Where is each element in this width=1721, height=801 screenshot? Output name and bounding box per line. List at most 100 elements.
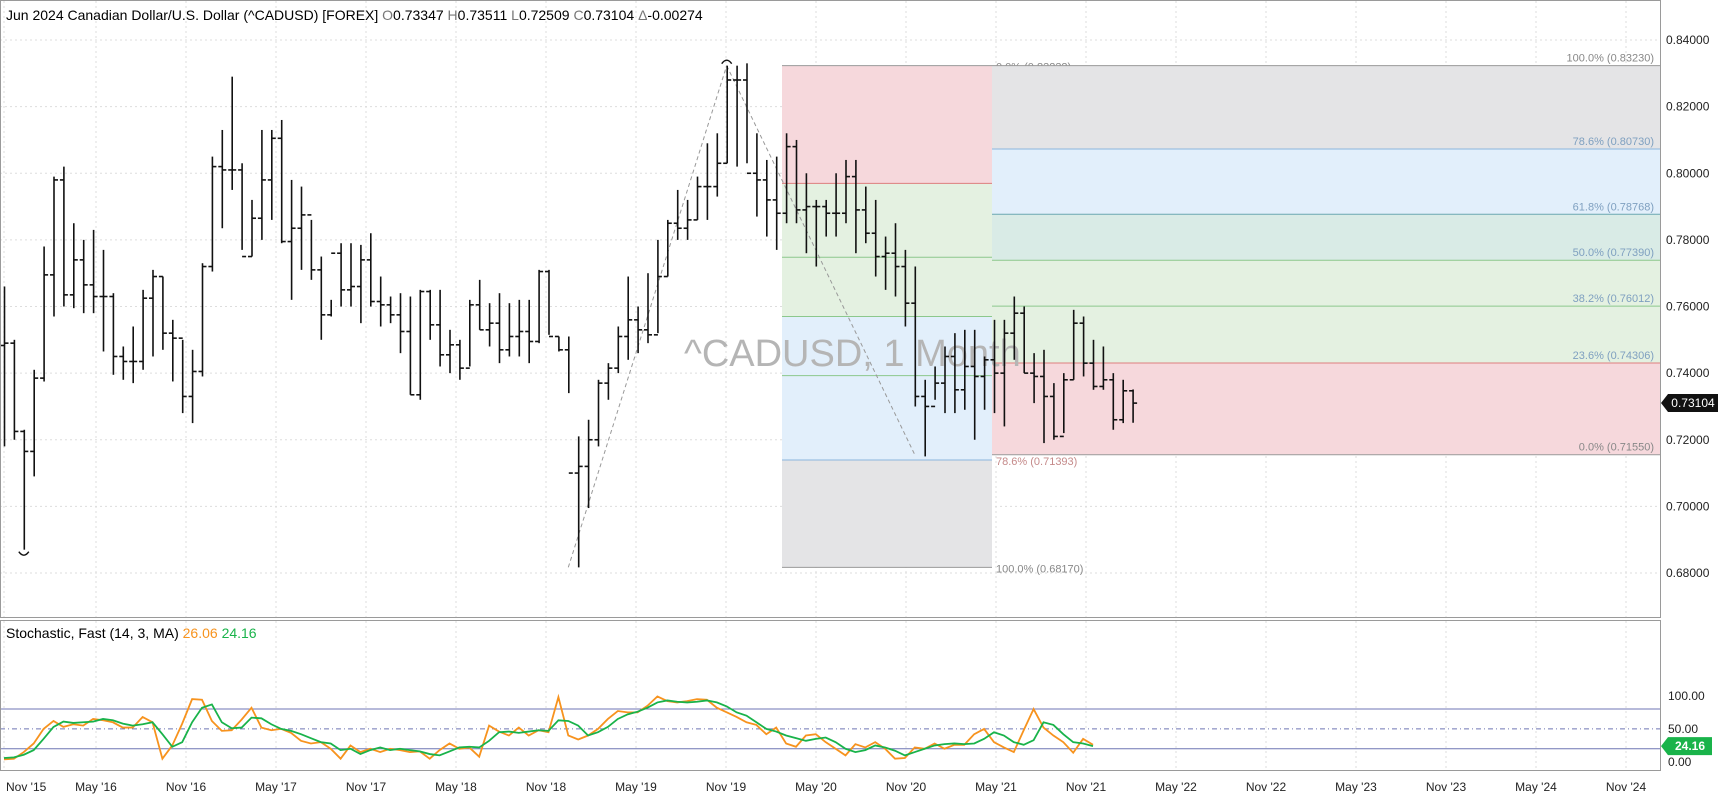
ohlc-bar <box>931 366 940 408</box>
x-tick-label: Nov '18 <box>526 780 567 794</box>
low-key: L <box>511 7 519 23</box>
stochastic-y-tick: 100.00 <box>1668 689 1705 703</box>
stochastic-d-tag-value: 24.16 <box>1675 739 1705 753</box>
ohlc-bar <box>426 289 435 340</box>
fib1-level-label: 100.0% (0.68170) <box>996 563 1083 575</box>
ohlc-bar <box>1089 339 1098 390</box>
ohlc-bar <box>713 133 722 197</box>
ohlc-bar <box>614 326 623 374</box>
ohlc-bar <box>554 335 563 352</box>
stochastic-k-value: 26.06 <box>182 625 218 641</box>
ohlc-bar <box>515 299 524 357</box>
y-tick-label: 0.80000 <box>1666 166 1710 180</box>
stochastic-panel <box>0 693 1660 761</box>
fib2-zone <box>992 306 1660 363</box>
fib2-zone <box>992 65 1660 149</box>
swing-high-marker <box>721 59 733 65</box>
ohlc-bar <box>465 299 474 369</box>
ohlc-bar <box>228 76 237 190</box>
ohlc-bar <box>1069 309 1078 381</box>
main-panel-border <box>0 0 1661 618</box>
x-tick-label: Nov '22 <box>1246 780 1287 794</box>
ohlc-bar <box>782 133 791 224</box>
fibonacci-retracements: 0.0% (0.83232)23.6% (0.79697)38.2% (0.77… <box>782 53 1660 575</box>
ohlc-bar <box>347 243 355 307</box>
ohlc-bar <box>446 329 454 374</box>
x-tick-label: Nov '21 <box>1066 780 1107 794</box>
x-tick-label: Nov '17 <box>346 780 387 794</box>
x-tick-label: May '23 <box>1335 780 1377 794</box>
ohlc-bar <box>0 286 9 447</box>
ohlc-bar <box>683 199 692 240</box>
stochastic-y-tick: 50.00 <box>1668 722 1698 736</box>
ohlc-bar <box>505 303 514 357</box>
ohlc-bar <box>1040 349 1048 444</box>
close-value: 0.73104 <box>583 7 635 23</box>
ohlc-bar <box>911 266 920 407</box>
ohlc-bar <box>822 199 831 237</box>
ohlc-bar <box>802 173 811 254</box>
ohlc-bar <box>594 379 603 447</box>
ohlc-bar <box>416 289 425 400</box>
instrument-title: Jun 2024 Canadian Dollar/U.S. Dollar (^C… <box>6 7 379 23</box>
fib2-zone <box>992 214 1660 261</box>
ohlc-bar <box>406 296 415 396</box>
stochastic-params: (14, 3, MA) <box>109 625 179 641</box>
ohlc-bar <box>624 276 633 360</box>
ohlc-bar <box>604 363 613 400</box>
ohlc-bar <box>475 279 484 331</box>
ohlc-bar <box>307 214 316 280</box>
ohlc-bar <box>1099 346 1108 390</box>
ohlc-bar <box>248 199 256 258</box>
ohlc-bar <box>703 143 712 220</box>
ohlc-bar <box>525 299 534 364</box>
fib1-zone <box>782 459 992 568</box>
symbol-watermark: ^CADUSD, 1 Month <box>684 333 1021 375</box>
x-tick-label: May '24 <box>1515 780 1557 794</box>
ohlc-bar <box>1119 379 1128 424</box>
ohlc-bar <box>158 275 167 350</box>
stochastic-header: Stochastic, Fast (14, 3, MA) 26.06 24.16 <box>6 625 257 641</box>
y-tick-label: 0.76000 <box>1666 300 1710 314</box>
stochastic-panel-border <box>0 620 1661 771</box>
ohlc-bar <box>485 303 494 347</box>
ohlc-bars <box>0 59 1138 568</box>
ohlc-bar <box>10 339 19 440</box>
ohlc-bar <box>267 129 276 220</box>
stochastic-d-tag <box>1661 737 1712 756</box>
ohlc-bar <box>891 223 900 297</box>
ohlc-bar <box>277 119 286 244</box>
fib2-zone <box>992 260 1660 307</box>
ohlc-bar <box>198 263 207 377</box>
ohlc-bar <box>188 349 197 424</box>
ohlc-bar <box>535 269 544 344</box>
high-key: H <box>447 7 458 23</box>
fib-trendlines <box>567 65 916 568</box>
ohlc-bar <box>960 329 969 410</box>
x-tick-label: May '18 <box>435 780 477 794</box>
fib1-zone <box>782 65 992 184</box>
stochastic-d-value: 24.16 <box>221 625 257 641</box>
ohlc-bar <box>297 186 306 270</box>
change-value: -0.00274 <box>647 7 703 23</box>
ohlc-bar <box>455 339 464 380</box>
y-tick-label: 0.72000 <box>1666 433 1710 447</box>
stochastic-y-tick: 0.00 <box>1668 755 1692 769</box>
ohlc-bar <box>970 329 979 440</box>
ohlc-bar <box>1000 319 1009 427</box>
ohlc-bar <box>69 223 78 309</box>
fib2-level-label: 50.0% (0.77390) <box>1573 247 1654 259</box>
ohlc-bar <box>733 65 742 167</box>
x-tick-label: Nov '23 <box>1426 780 1467 794</box>
fib2-level-label: 100.0% (0.83230) <box>1567 53 1654 65</box>
low-value: 0.72509 <box>518 7 570 23</box>
ohlc-bar <box>337 243 346 307</box>
ohlc-bar <box>79 239 88 314</box>
stochastic-d-line <box>3 699 1094 759</box>
x-tick-label: Nov '16 <box>166 780 207 794</box>
last-price-tag <box>1661 393 1718 412</box>
fib2-trendline <box>726 65 916 455</box>
ohlc-bar <box>752 133 761 217</box>
ohlc-bar <box>881 236 890 290</box>
